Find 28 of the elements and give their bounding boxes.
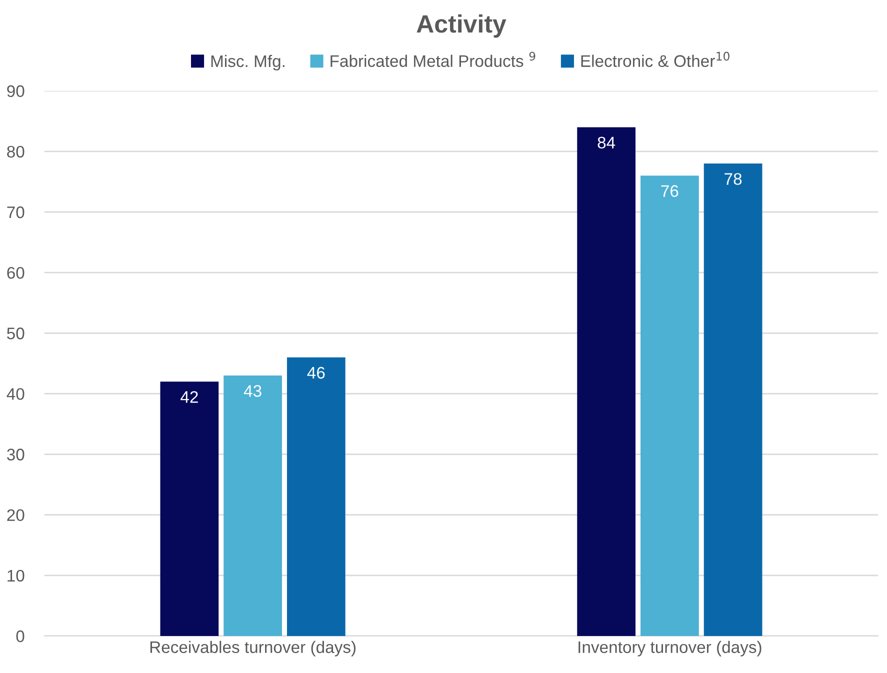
y-tick-label: 20 <box>7 509 24 522</box>
data-label: 76 <box>661 185 678 197</box>
x-tick-label: Inventory turnover (days) <box>578 640 762 656</box>
legend-label: Misc. Mfg. <box>211 54 284 70</box>
y-tick-label: 70 <box>7 206 24 218</box>
y-tick-label: 50 <box>7 328 24 340</box>
data-label: 46 <box>307 366 325 379</box>
bar <box>224 376 282 636</box>
data-label: 42 <box>180 391 198 403</box>
bar <box>286 357 346 636</box>
data-label: 84 <box>598 136 616 149</box>
bar <box>640 176 699 636</box>
y-tick-label: 40 <box>6 388 24 400</box>
x-tick-label: Receivables turnover (days) <box>150 640 356 656</box>
bar <box>577 127 636 636</box>
y-tick-label: 0 <box>16 630 24 642</box>
y-tick-label: 60 <box>7 266 24 279</box>
chart-title: Activity <box>416 14 506 38</box>
y-tick-label: 10 <box>8 570 24 582</box>
bar <box>704 164 762 636</box>
legend-label: Fabricated Metal Products $^{9}$ <box>330 52 536 67</box>
y-tick-label: 90 <box>7 85 24 98</box>
bar <box>160 382 219 636</box>
y-tick-label: 80 <box>7 146 24 158</box>
legend-label: Electronic & Other$^{10}$ <box>581 52 730 67</box>
data-label: 43 <box>244 385 262 397</box>
y-tick-label: 30 <box>7 448 24 460</box>
data-label: 78 <box>724 173 742 185</box>
